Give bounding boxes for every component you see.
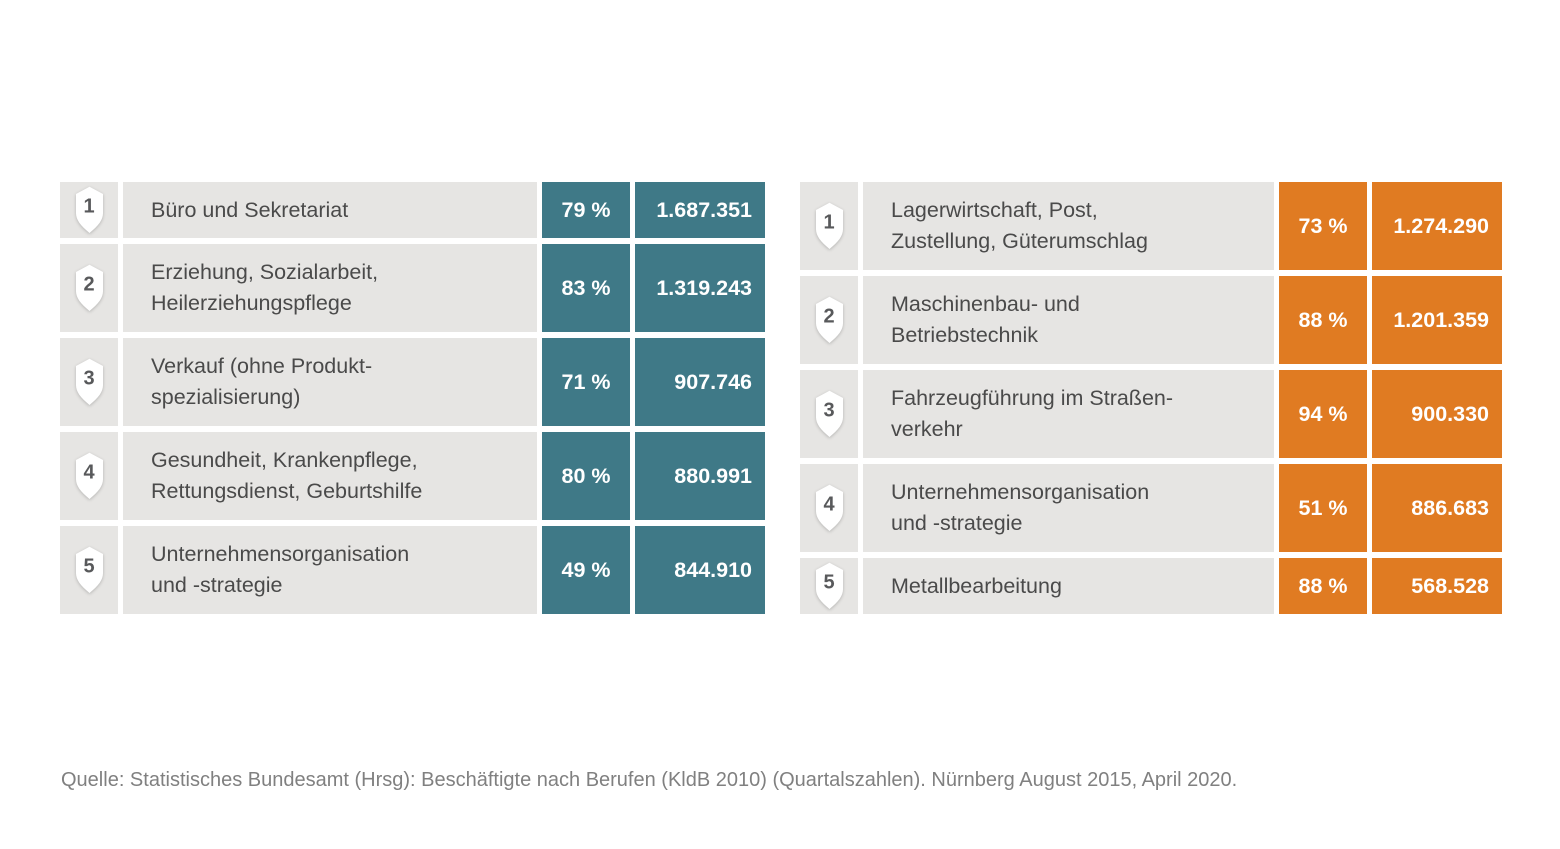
shield-icon xyxy=(815,390,843,437)
count-value: 880.991 xyxy=(635,432,765,520)
count-value: 900.330 xyxy=(1372,370,1502,458)
rank-number: 4 xyxy=(823,493,835,516)
table-row: 2 Maschinenbau- und Betriebstechnik 88 %… xyxy=(800,276,1502,364)
shield-icon xyxy=(815,562,843,609)
table-row: 4 Unternehmensorganisation und -strategi… xyxy=(800,464,1502,552)
shield-icon xyxy=(815,484,843,531)
source-citation: Quelle: Statistisches Bundesamt (Hrsg): … xyxy=(61,769,1238,791)
percent-value: 94 % xyxy=(1279,370,1367,458)
occupation-label: Verkauf (ohne Produkt- spezialisierung) xyxy=(151,354,373,409)
table-row: 1 Lagerwirtschaft, Post, Zustellung, Güt… xyxy=(800,182,1502,270)
count-value: 886.683 xyxy=(1372,464,1502,552)
rank-number: 3 xyxy=(823,399,835,422)
percent-value: 88 % xyxy=(1279,276,1367,364)
shield-icon xyxy=(815,202,843,249)
occupation-label: Unternehmensorganisation und -strategie xyxy=(151,542,410,597)
occupation-label: Fahrzeugführung im Straßen- verkehr xyxy=(891,386,1174,441)
shield-icon xyxy=(75,358,103,405)
rank-cell: 2 xyxy=(800,276,858,364)
shield-icon xyxy=(75,264,103,311)
count-value: 1.201.359 xyxy=(1372,276,1502,364)
rank-cell: 5 xyxy=(800,558,858,614)
table-row: 1 Büro und Sekretariat 79 % 1.687.351 xyxy=(60,182,765,238)
count-value: 1.319.243 xyxy=(635,244,765,332)
rank-cell: 1 xyxy=(800,182,858,270)
occupation-cell: Fahrzeugführung im Straßen- verkehr xyxy=(863,370,1274,458)
occupation-cell: Verkauf (ohne Produkt- spezialisierung) xyxy=(123,338,537,426)
count-value: 907.746 xyxy=(635,338,765,426)
rank-cell: 5 xyxy=(60,526,118,614)
table-row: 4 Gesundheit, Krankenpflege, Rettungsdie… xyxy=(60,432,765,520)
table-row: 2 Erziehung, Sozialarbeit, Heilerziehung… xyxy=(60,244,765,332)
percent-value: 51 % xyxy=(1279,464,1367,552)
percent-value: 83 % xyxy=(542,244,630,332)
rank-cell: 3 xyxy=(800,370,858,458)
shield-icon xyxy=(75,452,103,499)
occupation-label: Lagerwirtschaft, Post, Zustellung, Güter… xyxy=(891,198,1148,253)
occupation-label: Maschinenbau- und Betriebstechnik xyxy=(891,292,1080,347)
rank-number: 1 xyxy=(823,211,835,234)
ranking-table-right: 1 Lagerwirtschaft, Post, Zustellung, Güt… xyxy=(800,182,1502,614)
percent-value: 49 % xyxy=(542,526,630,614)
occupation-cell: Büro und Sekretariat xyxy=(123,182,537,238)
table-row: 3 Fahrzeugführung im Straßen- verkehr 94… xyxy=(800,370,1502,458)
rank-number: 5 xyxy=(83,555,95,578)
rank-cell: 1 xyxy=(60,182,118,238)
occupation-cell: Lagerwirtschaft, Post, Zustellung, Güter… xyxy=(863,182,1274,270)
table-row: 3 Verkauf (ohne Produkt- spezialisierung… xyxy=(60,338,765,426)
occupation-label: Metallbearbeitung xyxy=(891,573,1062,598)
occupation-label: Büro und Sekretariat xyxy=(151,197,349,222)
occupation-label: Erziehung, Sozialarbeit, Heilerziehungsp… xyxy=(151,260,379,315)
count-value: 844.910 xyxy=(635,526,765,614)
occupation-cell: Metallbearbeitung xyxy=(863,558,1274,614)
table-row: 5 Unternehmensorganisation und -strategi… xyxy=(60,526,765,614)
count-value: 568.528 xyxy=(1372,558,1502,614)
rank-cell: 4 xyxy=(800,464,858,552)
shield-icon xyxy=(75,186,103,233)
ranking-table-left: 1 Büro und Sekretariat 79 % 1.687.351 2 … xyxy=(60,182,765,614)
count-value: 1.274.290 xyxy=(1372,182,1502,270)
shield-icon xyxy=(815,296,843,343)
occupation-cell: Maschinenbau- und Betriebstechnik xyxy=(863,276,1274,364)
occupation-cell: Erziehung, Sozialarbeit, Heilerziehungsp… xyxy=(123,244,537,332)
rank-number: 2 xyxy=(823,305,835,328)
occupation-cell: Gesundheit, Krankenpflege, Rettungsdiens… xyxy=(123,432,537,520)
rank-cell: 4 xyxy=(60,432,118,520)
occupation-cell: Unternehmensorganisation und -strategie xyxy=(123,526,537,614)
percent-value: 71 % xyxy=(542,338,630,426)
rank-number: 4 xyxy=(83,461,95,484)
rank-number: 1 xyxy=(83,195,95,218)
percent-value: 80 % xyxy=(542,432,630,520)
percent-value: 88 % xyxy=(1279,558,1367,614)
rank-cell: 2 xyxy=(60,244,118,332)
rank-number: 5 xyxy=(823,571,835,594)
shield-icon xyxy=(75,546,103,593)
occupation-label: Gesundheit, Krankenpflege, Rettungsdiens… xyxy=(151,448,423,503)
percent-value: 73 % xyxy=(1279,182,1367,270)
table-row: 5 Metallbearbeitung 88 % 568.528 xyxy=(800,558,1502,614)
percent-value: 79 % xyxy=(542,182,630,238)
rank-number: 2 xyxy=(83,273,95,296)
count-value: 1.687.351 xyxy=(635,182,765,238)
rank-number: 3 xyxy=(83,367,95,390)
occupation-label: Unternehmensorganisation und -strategie xyxy=(891,480,1150,535)
rank-cell: 3 xyxy=(60,338,118,426)
occupation-cell: Unternehmensorganisation und -strategie xyxy=(863,464,1274,552)
